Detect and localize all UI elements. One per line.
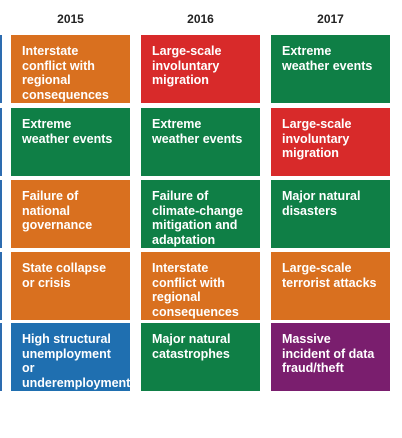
edge-bar (0, 35, 2, 103)
edge-bar (0, 323, 2, 391)
risk-cell: State collapse or crisis (11, 252, 130, 320)
edge-bar (0, 252, 2, 320)
risk-cell: Extreme weather events (141, 108, 260, 176)
year-header: 2015 (57, 12, 84, 26)
risk-cell: High structural unemployment or underemp… (11, 323, 130, 391)
risk-cell: Large-scale terrorist attacks (271, 252, 390, 320)
edge-bar (0, 108, 2, 176)
risk-cell: Massive incident of data fraud/theft (271, 323, 390, 391)
risk-cell: Interstate conflict with regional conseq… (141, 252, 260, 320)
risk-cell: Major natural catastrophes (141, 323, 260, 391)
risk-cell: Large-scale involuntary migration (141, 35, 260, 103)
risk-cell: Interstate conflict with regional conseq… (11, 35, 130, 103)
year-header: 2016 (187, 12, 214, 26)
risk-cell: Large-scale involuntary migration (271, 108, 390, 176)
risk-cell: Extreme weather events (271, 35, 390, 103)
year-header: 2017 (317, 12, 344, 26)
edge-bar (0, 180, 2, 248)
risk-cell: Extreme weather events (11, 108, 130, 176)
risk-cell: Failure of climate-change mitigation and… (141, 180, 260, 248)
risk-cell: Major natural disasters (271, 180, 390, 248)
risk-cell: Failure of national governance (11, 180, 130, 248)
